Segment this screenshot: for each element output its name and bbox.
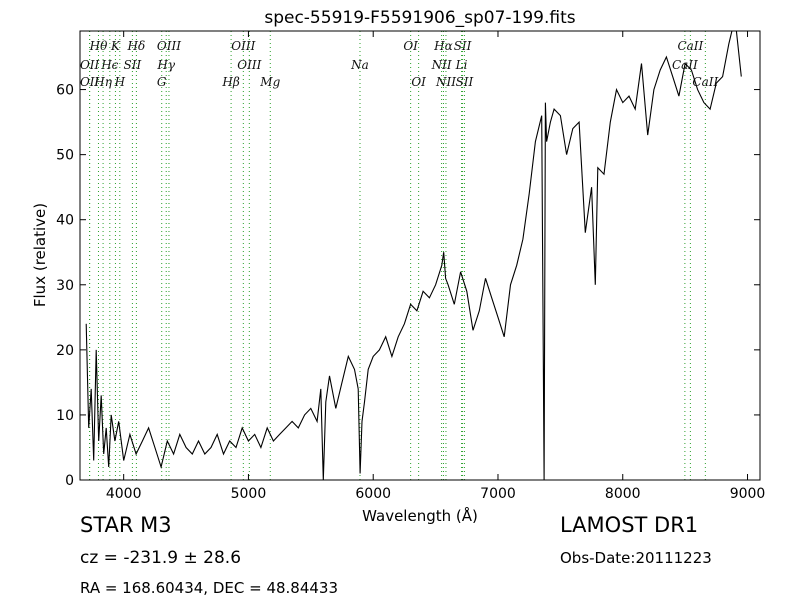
x-tick-label: 6000	[355, 486, 391, 502]
spectral-line-label: Na	[350, 58, 369, 72]
spectral-line-label: Hθ	[89, 39, 108, 53]
spectral-line-label: K	[110, 39, 121, 53]
spectral-line-label: NII	[431, 58, 452, 72]
spectrum-line-0	[85, 31, 742, 480]
spectral-line-label: SII	[456, 75, 474, 89]
spectral-line-label: Hγ	[156, 58, 175, 72]
spectral-line-label: OI	[411, 75, 426, 89]
spectral-line-label: Mg	[259, 75, 280, 89]
coordinates: RA = 168.60434, DEC = 48.84433	[80, 579, 339, 597]
spectral-line-label: G	[157, 75, 167, 89]
spectral-line-label: OIII	[157, 39, 181, 53]
y-tick-label: 40	[56, 213, 74, 229]
plot-frame	[79, 30, 761, 481]
y-axis-label: Flux (relative)	[31, 203, 49, 307]
spectral-line-label: Hη	[93, 75, 112, 89]
survey-name: LAMOST DR1	[560, 513, 699, 537]
spectral-line-label: NII	[435, 75, 456, 89]
chart-title: spec-55919-F5591906_sp07-199.fits	[264, 8, 575, 28]
axes: 4000 5000 6000 7000 8000 9000 0 10 20 30 40 50 60	[56, 31, 765, 502]
object-class: STAR M3	[80, 513, 172, 537]
spectral-line-label: CaII	[692, 75, 718, 89]
spectral-line-label: OIII	[237, 58, 261, 72]
x-tick-label: 9000	[730, 486, 766, 502]
spectral-line-label: CaII	[677, 39, 703, 53]
x-tick-label: 4000	[106, 486, 142, 502]
spectral-line-label: Hδ	[127, 39, 146, 53]
y-tick-label: 10	[56, 408, 74, 424]
spectral-line-label: Hϵ	[100, 58, 118, 72]
x-axis-label: Wavelength (Å)	[362, 506, 478, 525]
spectral-line-label: OII	[80, 58, 100, 72]
spectral-line-label: OII	[80, 75, 100, 89]
spectral-line-label: Hβ	[221, 75, 239, 89]
spectrum-series	[85, 31, 742, 480]
redshift-text: cz = -231.9 ± 28.6	[80, 548, 242, 568]
spectral-line-label: OIII	[231, 39, 255, 53]
obs-date: Obs-Date:20111223	[560, 549, 712, 567]
x-tick-label: 8000	[605, 486, 641, 502]
y-tick-label: 20	[56, 343, 74, 359]
x-tick-label: 5000	[231, 486, 267, 502]
y-tick-label: 0	[65, 473, 74, 489]
x-tick-label: 7000	[480, 486, 516, 502]
y-tick-label: 50	[56, 148, 74, 164]
spectral-line-label: Hα	[433, 39, 453, 53]
y-tick-label: 60	[56, 83, 74, 99]
spectral-line-label: H	[114, 75, 126, 89]
spectral-line-label: Li	[455, 58, 468, 72]
spectral-line-label: SII	[124, 58, 142, 72]
y-tick-label: 30	[56, 278, 74, 294]
spectral-line-label: SII	[454, 39, 472, 53]
spectral-line-label: OI	[403, 39, 418, 53]
